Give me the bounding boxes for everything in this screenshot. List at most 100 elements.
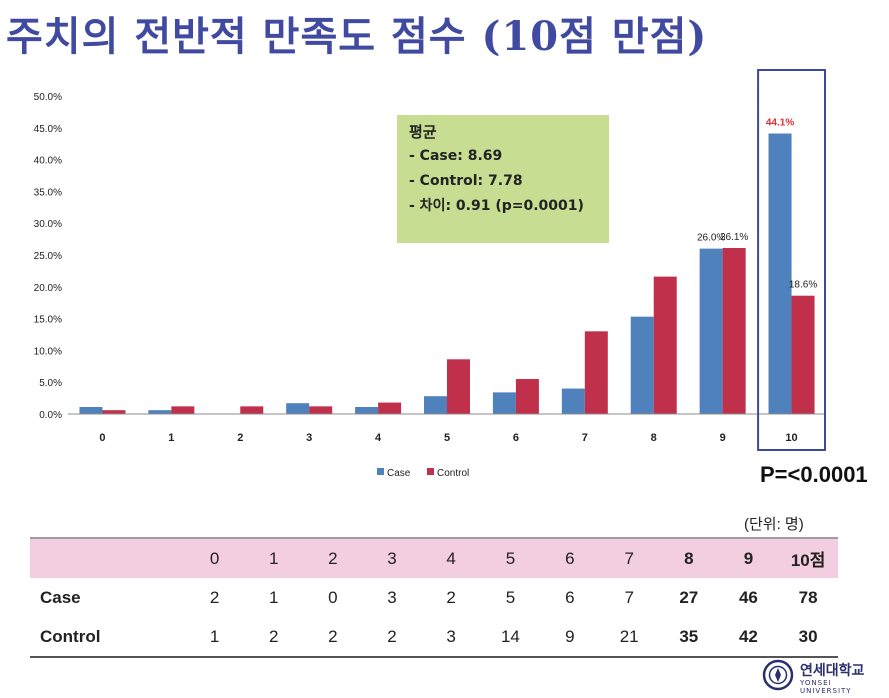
bar-control-8: [653, 276, 677, 414]
summary-diff: - 차이: 0.91 (p=0.0001): [409, 198, 584, 214]
table-header-cell: 5: [505, 548, 516, 568]
table-row-label: Case: [40, 587, 81, 607]
summary-control: - Control: 7.78: [409, 173, 523, 189]
x-tick-label: 2: [237, 432, 243, 444]
y-tick-label: 0.0%: [39, 410, 62, 421]
page-title: 주치의 전반적 만족도 점수 (10점 만점): [6, 4, 707, 62]
data-label: 26.1%: [720, 232, 748, 243]
table-cell: 5: [505, 587, 516, 607]
table-header-cell: 3: [387, 548, 397, 568]
bar-control-2: [240, 406, 264, 414]
university-logo: 연세대학교 YONSEI UNIVERSITY: [762, 657, 880, 695]
university-seal-icon: [762, 659, 794, 691]
bar-case-1: [148, 410, 172, 414]
table-header-cell: 7: [624, 548, 634, 568]
table-cell: 1: [269, 587, 279, 607]
table-cell: 78: [798, 587, 818, 607]
table-cell: 46: [738, 587, 758, 607]
x-tick-label: 0: [99, 432, 105, 444]
table-cell: 6: [565, 587, 575, 607]
y-tick-label: 40.0%: [34, 156, 62, 167]
bar-chart: 0.0%5.0%10.0%15.0%20.0%25.0%30.0%35.0%40…: [34, 69, 826, 479]
bar-case-0: [79, 407, 103, 414]
table-cell: 3: [446, 626, 456, 646]
table-header-blank: [30, 538, 185, 578]
bar-case-4: [355, 407, 379, 414]
x-tick-label: 7: [582, 432, 588, 444]
bar-control-6: [515, 379, 539, 414]
table-header-cell: 9: [743, 548, 754, 568]
unit-note: (단위: 명): [744, 516, 804, 533]
bar-case-7: [561, 388, 585, 414]
y-tick-label: 25.0%: [34, 251, 62, 262]
table-cell: 2: [209, 587, 220, 607]
table-cell: 27: [679, 587, 699, 607]
x-tick-label: 8: [651, 432, 657, 444]
data-label: 44.1%: [766, 118, 794, 129]
table-cell: 21: [619, 626, 639, 646]
y-tick-label: 15.0%: [34, 315, 62, 326]
y-tick-label: 50.0%: [34, 92, 62, 103]
table-cell: 9: [565, 626, 575, 646]
y-tick-label: 45.0%: [34, 124, 62, 135]
table-cell: 2: [387, 626, 397, 646]
table-cell: 2: [269, 626, 279, 646]
bar-control-9: [722, 248, 746, 414]
bar-case-3: [286, 403, 310, 414]
bar-control-3: [309, 406, 333, 414]
summary-title: 평균: [409, 123, 437, 141]
bar-case-8: [630, 316, 654, 414]
table-header-cell: 1: [269, 548, 279, 568]
x-tick-label: 4: [375, 432, 382, 444]
x-tick-label: 6: [513, 432, 519, 444]
table-cell: 2: [446, 587, 456, 607]
title-main: 주치의 전반적 만족도 점수: [6, 14, 467, 60]
x-tick-label: 10: [785, 432, 797, 444]
summary-case: - Case: 8.69: [409, 148, 503, 164]
bar-control-0: [102, 410, 126, 414]
bar-control-1: [171, 406, 195, 414]
highlight-box-10: [757, 69, 826, 451]
table-cell: 3: [387, 587, 397, 607]
table-cell: 7: [624, 587, 634, 607]
y-tick-label: 30.0%: [34, 219, 62, 230]
table-row: Control 1 2 2 2 3 14 9 21 35 42 30: [30, 617, 838, 657]
summary-box: 평균 - Case: 8.69 - Control: 7.78 - 차이: 0.…: [397, 115, 609, 243]
table-cell: 35: [679, 626, 699, 646]
table-cell: 14: [500, 626, 520, 646]
table-header-cell: 8: [684, 548, 694, 568]
table-row: Case 2 1 0 3 2 5 6 7 27 46 78: [30, 578, 838, 617]
count-table: 0 1 2 3 4 5 6 7 8 9 10점 Case 2 1 0 3 2 5…: [30, 537, 838, 658]
bar-control-10: [791, 295, 815, 414]
logo-subtitle: YONSEI UNIVERSITY: [800, 679, 852, 695]
table-header-cell: 10점: [790, 551, 826, 570]
y-tick-label: 10.0%: [34, 346, 62, 357]
y-tick-label: 20.0%: [34, 283, 62, 294]
table-header-cell: 6: [565, 548, 575, 568]
table-cell: 1: [209, 626, 220, 646]
bar-control-5: [447, 359, 470, 414]
title-paren: (10점 만점): [481, 13, 708, 60]
table-header-cell: 0: [209, 548, 220, 568]
x-tick-label: 5: [444, 432, 450, 444]
data-label: 26.0%: [697, 233, 725, 244]
y-tick-label: 5.0%: [39, 378, 62, 389]
x-tick-label: 9: [720, 432, 726, 444]
legend-label-case: Case: [387, 468, 411, 479]
x-tick-label: 1: [168, 432, 174, 444]
table-header-cell: 2: [328, 548, 338, 568]
legend-label-control: Control: [437, 468, 469, 479]
bar-case-5: [424, 396, 447, 414]
legend-swatch-case: [377, 468, 384, 475]
data-label: 18.6%: [789, 280, 817, 291]
bar-case-10: [768, 133, 792, 415]
table-cell: 30: [798, 626, 818, 646]
bar-control-4: [378, 402, 402, 414]
x-tick-label: 3: [306, 432, 312, 444]
bar-case-9: [699, 248, 723, 414]
table-cell: 2: [328, 626, 338, 646]
table-header-row: 0 1 2 3 4 5 6 7 8 9 10점: [30, 538, 838, 578]
table-row-label: Control: [40, 626, 101, 646]
bar-control-7: [584, 331, 608, 414]
table-header-cell: 4: [446, 548, 456, 568]
